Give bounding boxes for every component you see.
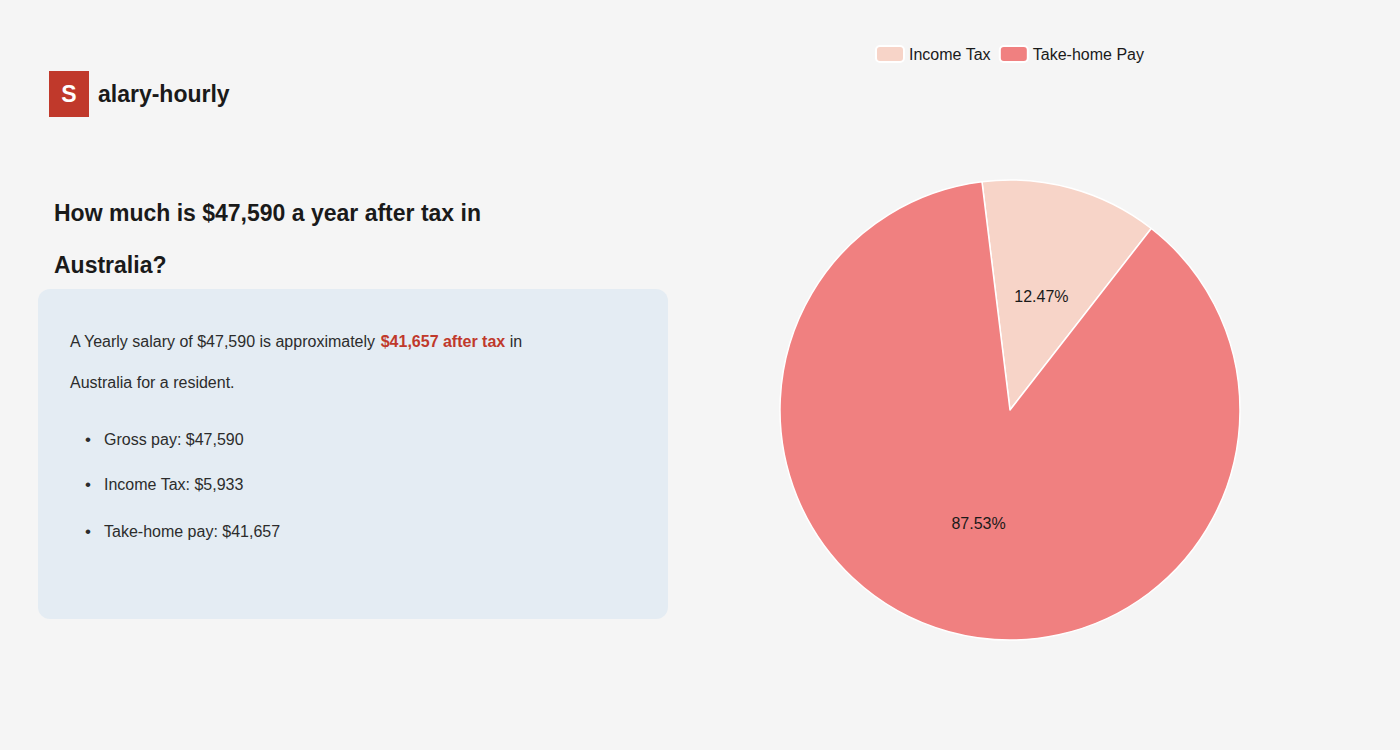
svg-text:Take-home Pay: Take-home Pay [1033, 46, 1144, 63]
svg-text:Take-home pay: $41,657: Take-home pay: $41,657 [104, 523, 280, 540]
svg-text:12.47%: 12.47% [1014, 288, 1068, 305]
svg-text:•: • [85, 430, 91, 449]
svg-text:87.53%: 87.53% [951, 515, 1005, 532]
svg-text:A Yearly salary of $47,590 is: A Yearly salary of $47,590 is approximat… [70, 333, 380, 350]
svg-text:Income Tax: $5,933: Income Tax: $5,933 [104, 476, 243, 493]
svg-text:in: in [505, 333, 522, 350]
svg-text:•: • [85, 475, 91, 494]
svg-text:$41,657 after tax: $41,657 after tax [381, 333, 506, 350]
svg-text:How much is $47,590 a year aft: How much is $47,590 a year after tax in [54, 200, 481, 226]
svg-text:Income Tax: Income Tax [909, 46, 991, 63]
svg-text:•: • [85, 522, 91, 541]
svg-text:Australia for a resident.: Australia for a resident. [70, 374, 235, 391]
svg-text:Australia?: Australia? [54, 252, 166, 278]
svg-text:S: S [61, 81, 76, 107]
svg-text:Gross pay: $47,590: Gross pay: $47,590 [104, 431, 244, 448]
svg-text:alary-hourly: alary-hourly [98, 81, 230, 107]
